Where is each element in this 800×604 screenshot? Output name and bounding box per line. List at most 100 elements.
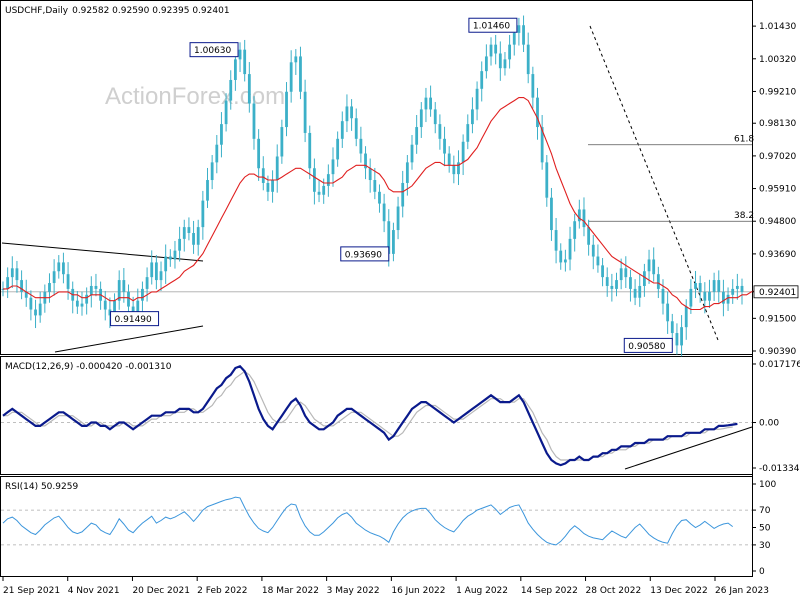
rsi-axis-label: 100	[759, 480, 776, 490]
candle-body	[103, 300, 107, 310]
candle-body	[457, 162, 460, 175]
ohlc-values: 0.92582 0.92590 0.92395 0.92401	[72, 6, 229, 16]
candle-body	[113, 300, 116, 316]
instrument-name: USDCHF,Daily	[5, 6, 69, 16]
candle-body	[257, 138, 261, 169]
candle-body	[717, 280, 721, 292]
candle-body	[368, 168, 372, 181]
x-axis-label: 18 Mar 2022	[262, 586, 319, 596]
candle-body	[568, 238, 572, 260]
candle-body	[243, 49, 247, 75]
candle-body	[10, 268, 14, 278]
candle-body	[424, 97, 428, 110]
candle-body	[52, 271, 56, 284]
candle-body	[461, 141, 465, 163]
candle-body	[196, 227, 200, 245]
candle-body	[731, 288, 735, 295]
candle-body	[313, 168, 316, 192]
axes: 1.01430 1.00320 0.99210 0.98130 0.97020 0.959…	[2, 22, 800, 596]
x-axis-label: 28 Oct 2022	[586, 586, 642, 596]
candle-body	[150, 262, 154, 278]
price-plot: 61.8 38.2 1.00630 0.93690 1.01460 0.90580 0.91…	[1, 15, 757, 357]
candle-body	[554, 230, 558, 251]
x-axis-label: 16 Jun 2022	[391, 586, 445, 596]
x-axis-label: 20 Dec 2021	[132, 586, 190, 596]
candle-body	[38, 303, 42, 316]
candle-body	[689, 288, 693, 307]
price-annotation-label: 0.91490	[115, 315, 152, 325]
x-axis-label: 13 Dec 2022	[650, 586, 708, 596]
candle-body	[703, 291, 707, 301]
candle-body	[387, 221, 391, 254]
candle-body	[563, 259, 567, 263]
candle-body	[15, 268, 19, 281]
price-axis-label: 0.93690	[759, 250, 796, 260]
candle-body	[559, 250, 563, 263]
candle-body	[661, 288, 665, 304]
candle-body	[429, 97, 432, 110]
price-annotation-box	[189, 42, 239, 58]
candle-body	[582, 209, 586, 228]
rsi-panel-frame	[0, 476, 753, 577]
macd-title: MACD(12,26,9) -0.000420 -0.001310	[5, 362, 172, 372]
macd-plot	[1, 365, 753, 470]
candle-body	[708, 291, 711, 301]
candle-body	[261, 168, 265, 183]
candle-body	[238, 49, 242, 60]
candle-body	[154, 262, 158, 281]
candle-body	[141, 288, 144, 301]
candle-body	[726, 294, 730, 304]
triangle-lower-trendline	[54, 325, 204, 353]
x-axis-label: 4 Nov 2021	[68, 586, 120, 596]
candle-body	[489, 44, 493, 57]
watermark: ActionForex.com	[105, 83, 285, 110]
price-axis-label: 0.98130	[759, 119, 796, 129]
candle-body	[619, 268, 623, 281]
candle-body	[210, 162, 214, 181]
candle-body	[350, 106, 353, 119]
candle-body	[322, 185, 326, 195]
candle-body	[275, 156, 279, 181]
price-annotation-label: 1.01460	[473, 22, 510, 32]
candle-body	[684, 306, 688, 328]
price-axis-label: 0.95910	[759, 185, 796, 195]
candle-body	[57, 262, 61, 272]
candle-body	[475, 88, 479, 110]
candle-body	[642, 271, 646, 286]
candle-body	[340, 121, 344, 139]
x-axis-label: 26 Jan 2023	[715, 586, 769, 596]
candle-body	[740, 285, 744, 292]
candle-body	[638, 285, 642, 298]
x-axis-label: 14 Sep 2022	[521, 586, 578, 596]
candle-body	[34, 309, 37, 316]
candle-body	[122, 280, 126, 292]
candle-body	[252, 103, 256, 139]
candle-body	[266, 182, 270, 192]
candle-body	[206, 180, 209, 201]
candle-body	[624, 268, 628, 278]
candle-body	[647, 259, 651, 272]
candle-body	[712, 280, 716, 292]
fib-swing-line	[589, 25, 719, 341]
candle-body	[117, 280, 121, 301]
price-annotation-label: 1.00630	[194, 46, 231, 56]
candle-body	[233, 59, 237, 80]
current-price-badge	[753, 285, 799, 299]
candle-body	[289, 62, 293, 92]
candle-body	[438, 124, 442, 139]
macd-panel-frame	[0, 356, 753, 475]
candle-body	[187, 227, 191, 233]
rsi-axis-label: 70	[759, 506, 771, 516]
candle-body	[512, 32, 516, 45]
candle-body	[471, 109, 474, 125]
candle-body	[24, 291, 28, 298]
candle-body	[62, 262, 65, 275]
candle-body	[317, 191, 321, 195]
candle-body	[145, 277, 149, 289]
candle-body	[694, 283, 697, 289]
rsi-axis-label: 0	[759, 567, 765, 577]
candle-body	[615, 280, 618, 289]
candle-body	[498, 53, 502, 69]
